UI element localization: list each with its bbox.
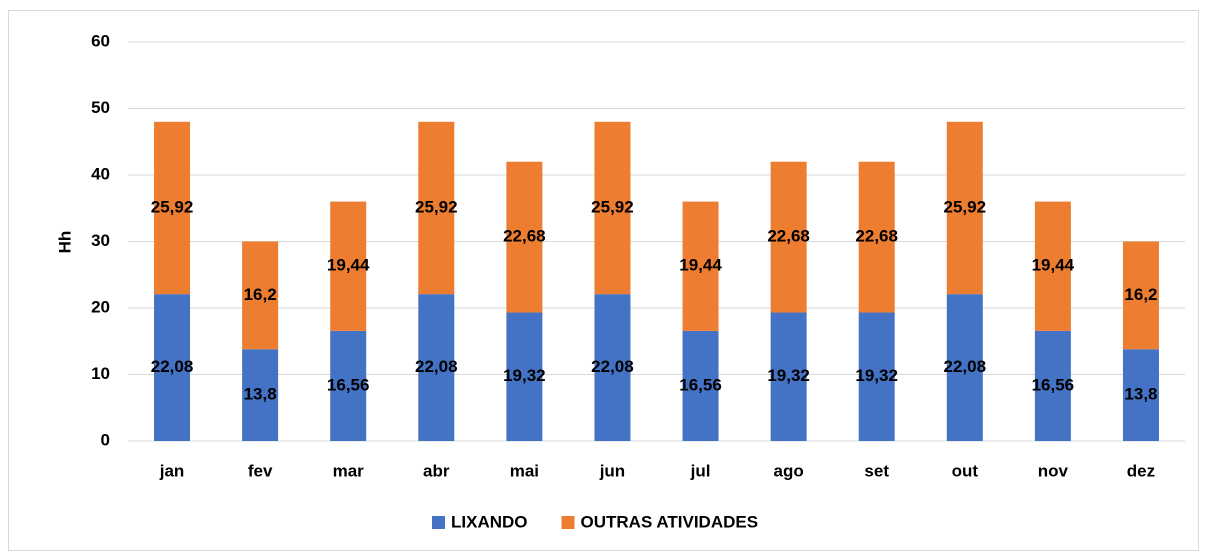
bar-segment xyxy=(682,201,719,331)
data-label: 22,08 xyxy=(591,357,634,376)
y-tick-label: 20 xyxy=(91,297,110,316)
x-tick-label: dez xyxy=(1127,461,1155,480)
bar-segment xyxy=(418,121,455,295)
bar-segment xyxy=(1034,330,1071,441)
y-tick-label: 50 xyxy=(91,98,110,117)
legend-label: OUTRAS ATIVIDADES xyxy=(581,512,759,531)
x-tick-label: fev xyxy=(248,461,273,480)
data-label: 16,2 xyxy=(244,285,277,304)
y-tick-label: 40 xyxy=(91,164,110,183)
x-tick-label: nov xyxy=(1038,461,1069,480)
data-label: 22,08 xyxy=(944,357,987,376)
data-label: 13,8 xyxy=(1124,385,1157,404)
bar-segment xyxy=(946,121,983,295)
data-label: 22,68 xyxy=(503,227,546,246)
bar-segment xyxy=(242,241,279,350)
bar-segment xyxy=(594,294,631,441)
data-label: 16,2 xyxy=(1124,285,1157,304)
bar-segment xyxy=(770,161,807,313)
legend-swatch xyxy=(561,516,575,529)
data-label: 16,56 xyxy=(1032,375,1075,394)
bar-segment xyxy=(154,294,191,441)
x-tick-label: jun xyxy=(599,461,626,480)
bar-segment xyxy=(506,161,543,313)
data-label: 13,8 xyxy=(244,385,277,404)
data-label: 19,32 xyxy=(767,366,810,385)
data-label: 22,08 xyxy=(151,357,194,376)
legend-swatch xyxy=(432,516,445,529)
data-label: 22,08 xyxy=(415,357,458,376)
data-label: 25,92 xyxy=(591,197,634,216)
x-tick-label: ago xyxy=(774,461,804,480)
data-label: 19,32 xyxy=(503,366,546,385)
x-tick-label: set xyxy=(864,461,889,480)
y-tick-label: 60 xyxy=(91,31,110,50)
legend-label: LIXANDO xyxy=(451,512,528,531)
data-label: 25,92 xyxy=(151,197,194,216)
y-tick-label: 10 xyxy=(91,364,110,383)
bar-segment xyxy=(154,121,191,295)
data-label: 25,92 xyxy=(944,197,987,216)
bar-segment xyxy=(242,349,279,441)
x-tick-label: abr xyxy=(423,461,450,480)
x-tick-label: out xyxy=(952,461,979,480)
bar-segment xyxy=(946,294,983,441)
y-axis-label: Hh xyxy=(55,231,74,254)
x-tick-label: jan xyxy=(159,461,185,480)
data-label: 19,32 xyxy=(855,366,898,385)
data-label: 22,68 xyxy=(855,227,898,246)
bar-segment xyxy=(770,312,807,441)
bar-segment xyxy=(682,330,719,441)
data-label: 22,68 xyxy=(767,227,810,246)
bar-segment xyxy=(1122,349,1159,441)
bar-segment xyxy=(1034,201,1071,331)
bar-segment xyxy=(330,201,367,331)
bar-segment xyxy=(594,121,631,295)
x-tick-label: jul xyxy=(690,461,711,480)
data-label: 16,56 xyxy=(679,375,722,394)
bar-segment xyxy=(418,294,455,441)
bar-segment xyxy=(858,312,895,441)
bar-segment xyxy=(506,312,543,441)
data-label: 19,44 xyxy=(1032,256,1075,275)
y-tick-label: 30 xyxy=(91,231,110,250)
x-tick-label: mar xyxy=(333,461,365,480)
y-tick-label: 0 xyxy=(101,430,110,449)
data-label: 19,44 xyxy=(327,256,370,275)
data-label: 25,92 xyxy=(415,197,458,216)
x-tick-label: mai xyxy=(510,461,539,480)
bar-segment xyxy=(1122,241,1159,350)
bar-segment xyxy=(858,161,895,313)
bar-segment xyxy=(330,330,367,441)
data-label: 19,44 xyxy=(679,256,722,275)
data-label: 16,56 xyxy=(327,375,370,394)
